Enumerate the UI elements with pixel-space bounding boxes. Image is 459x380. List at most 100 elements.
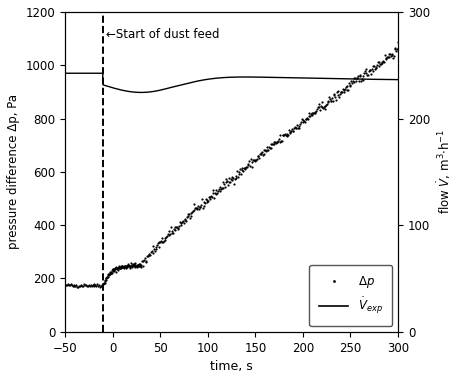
Point [124, 263, 131, 269]
Point [183, 214, 190, 220]
Point [373, 62, 380, 68]
Point [134, 263, 141, 269]
Point [218, 185, 226, 191]
Point [165, 228, 173, 234]
Point [154, 240, 161, 246]
Point [67, 281, 74, 287]
Point [129, 261, 136, 268]
Point [268, 141, 275, 147]
Point [333, 92, 341, 98]
Point [108, 267, 116, 273]
Point [123, 263, 131, 269]
Point [272, 141, 279, 147]
Point [292, 125, 299, 131]
Point [207, 193, 214, 199]
Point [162, 233, 169, 239]
Point [146, 252, 154, 258]
Point [84, 283, 91, 289]
Point [208, 187, 216, 193]
Point [234, 174, 241, 180]
Point [375, 61, 383, 67]
Point [105, 271, 112, 277]
Point [133, 263, 140, 269]
Point [112, 264, 119, 270]
Point [368, 68, 375, 74]
Point [114, 265, 122, 271]
Point [339, 89, 347, 95]
Point [289, 128, 297, 134]
Point [129, 261, 137, 268]
Point [134, 262, 141, 268]
Point [94, 282, 101, 288]
Point [125, 263, 132, 269]
Point [345, 80, 352, 86]
Point [394, 40, 401, 46]
Point [131, 264, 138, 270]
Point [297, 116, 305, 122]
Point [132, 263, 140, 269]
Point [316, 107, 323, 113]
Point [73, 283, 81, 290]
Point [256, 151, 263, 157]
Point [382, 54, 390, 60]
Point [201, 200, 208, 206]
Point [321, 106, 328, 112]
Point [72, 282, 79, 288]
Point [122, 263, 129, 269]
Point [360, 68, 368, 74]
Point [210, 195, 218, 201]
Point [147, 249, 154, 255]
Point [208, 194, 215, 200]
Point [291, 125, 299, 131]
Point [130, 261, 138, 267]
Point [236, 166, 243, 172]
Point [332, 89, 340, 95]
Point [325, 95, 333, 101]
Point [135, 263, 142, 269]
Point [216, 188, 224, 194]
Point [353, 73, 361, 79]
Point [279, 132, 286, 138]
Point [391, 45, 398, 51]
Point [392, 46, 400, 52]
Point [274, 136, 282, 142]
Point [307, 111, 314, 117]
X-axis label: time, s: time, s [210, 360, 252, 373]
Point [76, 283, 84, 289]
Point [66, 282, 73, 288]
Point [95, 283, 102, 289]
Point [258, 149, 265, 155]
Point [145, 252, 152, 258]
Point [265, 145, 273, 151]
Point [245, 158, 252, 164]
Point [215, 184, 223, 190]
Point [88, 283, 95, 289]
Point [131, 262, 139, 268]
Point [241, 166, 249, 172]
Point [374, 59, 381, 65]
Point [228, 177, 235, 183]
Point [288, 128, 296, 134]
Point [248, 159, 255, 165]
Point [180, 217, 188, 223]
Point [142, 258, 149, 264]
Point [169, 230, 176, 236]
Point [103, 274, 111, 280]
Point [168, 230, 176, 236]
Point [195, 206, 202, 212]
Point [129, 264, 136, 270]
Point [102, 277, 110, 283]
Point [96, 283, 104, 290]
Point [206, 196, 213, 202]
Point [162, 235, 169, 241]
Point [285, 129, 293, 135]
Point [112, 265, 120, 271]
Point [386, 51, 393, 57]
Point [121, 263, 128, 269]
Point [218, 185, 225, 191]
Point [151, 244, 159, 250]
Point [238, 167, 246, 173]
Point [252, 157, 259, 163]
Point [198, 196, 205, 203]
Point [379, 59, 386, 65]
